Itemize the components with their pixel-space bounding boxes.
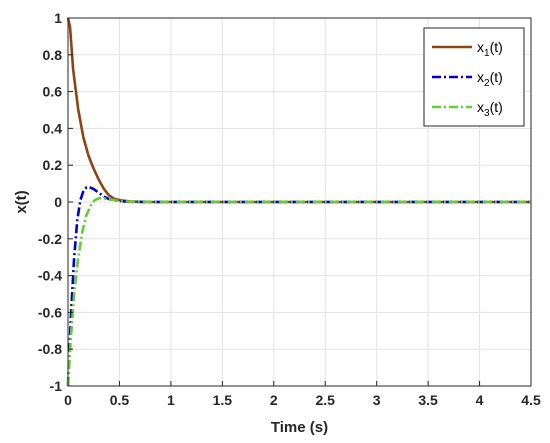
y-tick-label: 0.8 xyxy=(43,47,63,63)
y-tick-label: 1 xyxy=(54,10,62,26)
y-tick-label: -0.4 xyxy=(38,268,62,284)
y-tick-label: 0.4 xyxy=(43,120,63,136)
legend-label-3: x3(t) xyxy=(477,99,503,119)
x-tick-label: 1 xyxy=(167,392,175,408)
x-tick-label: 4 xyxy=(476,392,484,408)
legend: x1(t) x2(t) x3(t) xyxy=(423,27,525,127)
legend-label-2: x2(t) xyxy=(477,69,503,89)
y-tick-label: -0.8 xyxy=(38,341,62,357)
x-tick-label: 4.5 xyxy=(521,392,541,408)
x-tick-label: 0.5 xyxy=(110,392,130,408)
x-tick-label: 0 xyxy=(64,392,72,408)
x-tick-label: 3.5 xyxy=(418,392,438,408)
y-axis-title: x(t) xyxy=(13,190,30,213)
x-axis-title: Time (s) xyxy=(271,419,328,436)
y-tick-label: -0.2 xyxy=(38,231,62,247)
series-line-3 xyxy=(66,197,531,387)
legend-label-1: x1(t) xyxy=(477,39,503,59)
x-axis-ticks: 0 0.5 1 1.5 2 2.5 3 3.5 4 4.5 xyxy=(64,381,541,408)
y-tick-label: 0.6 xyxy=(43,84,63,100)
y-tick-label: -1 xyxy=(50,378,63,394)
x-tick-label: 1.5 xyxy=(213,392,233,408)
y-tick-label: -0.6 xyxy=(38,304,62,320)
y-tick-label: 0.2 xyxy=(43,157,63,173)
y-tick-label: 0 xyxy=(54,194,62,210)
x-tick-label: 3 xyxy=(373,392,381,408)
y-axis-ticks: -1 -0.8 -0.6 -0.4 -0.2 0 0.2 0.4 0.6 0.8 1 xyxy=(38,10,73,394)
x-tick-label: 2 xyxy=(270,392,278,408)
series-layer xyxy=(66,17,531,387)
x-tick-label: 2.5 xyxy=(315,392,335,408)
